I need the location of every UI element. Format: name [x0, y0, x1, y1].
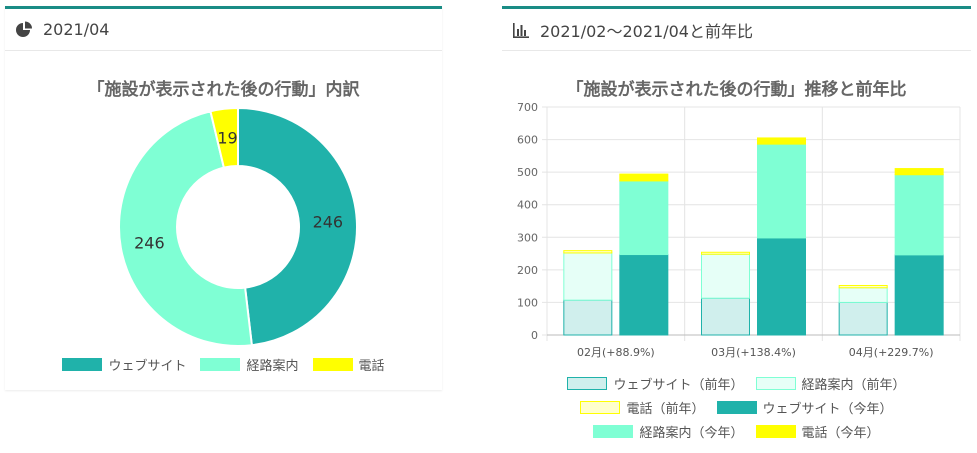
- bar-segment: [894, 254, 944, 336]
- legend-label: 電話（前年）: [626, 401, 705, 417]
- x-tick-label: 03月(+138.4%): [711, 346, 796, 359]
- breakdown-card-header: 2021/04: [5, 9, 442, 51]
- breakdown-card-title: 2021/04: [43, 20, 110, 39]
- bar-segment: [563, 252, 613, 301]
- y-tick-label: 200: [517, 264, 538, 277]
- y-tick-label: 0: [531, 329, 538, 342]
- bar-segment: [701, 297, 750, 336]
- bar-segment: [894, 168, 944, 176]
- legend-swatch: [312, 358, 353, 371]
- legend-row: ウェブサイト（前年） 経路案内（前年）: [502, 371, 971, 395]
- legend-item[interactable]: ウェブサイト（前年）: [567, 374, 744, 393]
- legend-swatch: [580, 400, 621, 414]
- y-tick-label: 400: [517, 199, 538, 212]
- x-tick-label: 04月(+229.7%): [849, 346, 934, 359]
- y-tick-label: 500: [517, 166, 538, 179]
- legend-row: 電話（前年） ウェブサイト（今年）: [502, 395, 971, 419]
- donut-slice-2: [209, 106, 239, 169]
- legend-swatch: [755, 376, 796, 390]
- legend-item[interactable]: ウェブサイト: [62, 355, 186, 374]
- bar-segment: [757, 137, 806, 145]
- bar-segment: [619, 180, 669, 256]
- donut-value-label: 246: [313, 213, 344, 232]
- legend-item[interactable]: 経路案内（今年）: [593, 422, 744, 441]
- donut-value-label: 19: [217, 129, 237, 148]
- legend-label: 経路案内（今年）: [639, 425, 744, 441]
- donut-legend: ウェブサイト 経路案内 電話: [5, 355, 442, 374]
- donut-slice-1: [118, 110, 253, 347]
- bar-legend: ウェブサイト（前年） 経路案内（前年） 電話（前年） ウェブサイト（今年） 経路案内（今…: [502, 371, 971, 443]
- trend-card-header: 2021/02～2021/04と前年比: [502, 9, 971, 51]
- bar-chart-title: 「施設が表示された後の行動」推移と前年比: [566, 80, 907, 100]
- bar-segment: [757, 143, 806, 239]
- legend-label: ウェブサイト（前年）: [613, 377, 744, 393]
- trend-card-title: 2021/02～2021/04と前年比: [540, 21, 753, 41]
- legend-swatch: [593, 424, 634, 438]
- bar-chart-icon: [512, 21, 530, 39]
- legend-label: 経路案内（前年）: [801, 377, 906, 393]
- donut-value-label: 246: [134, 234, 165, 253]
- y-tick-label: 300: [517, 231, 538, 244]
- legend-swatch: [567, 376, 608, 390]
- y-tick-label: 600: [517, 134, 538, 147]
- legend-label: ウェブサイト: [108, 359, 187, 374]
- legend-item[interactable]: 電話（今年）: [755, 422, 880, 441]
- legend-item[interactable]: 電話（前年）: [580, 398, 705, 417]
- pie-chart-icon: [15, 21, 33, 39]
- legend-label: 電話（今年）: [801, 425, 880, 441]
- bar-segment: [838, 284, 888, 289]
- bar-segment: [701, 251, 750, 255]
- legend-swatch: [200, 358, 241, 371]
- breakdown-card: 2021/04 「施設が表示された後の行動」内訳 246 246 19 ウェブサイト…: [5, 6, 442, 390]
- legend-swatch: [716, 400, 757, 414]
- bar-segment: [563, 250, 613, 254]
- donut-chart: 246 246 19: [118, 106, 358, 347]
- y-tick-label: 700: [517, 101, 538, 114]
- bar-segment: [894, 174, 944, 256]
- bar-segment: [838, 287, 888, 303]
- donut-slice-0: [237, 106, 358, 347]
- donut-chart-title: 「施設が表示された後の行動」内訳: [87, 80, 360, 100]
- legend-swatch: [62, 358, 103, 371]
- legend-swatch: [755, 424, 796, 438]
- legend-row: 経路案内（今年） 電話（今年）: [502, 419, 971, 443]
- legend-label: 経路案内: [246, 359, 299, 374]
- y-tick-label: 100: [517, 296, 538, 309]
- trend-card: 2021/02～2021/04と前年比 「施設が表示された後の行動」推移と前年比…: [502, 6, 971, 453]
- legend-item[interactable]: 経路案内: [200, 355, 299, 374]
- legend-item[interactable]: 経路案内（前年）: [755, 374, 906, 393]
- bar-segment: [838, 301, 888, 336]
- bar-segment: [757, 237, 806, 336]
- legend-label: 電話: [358, 359, 385, 374]
- stacked-bar-chart: 0 100 200 300 400 500 600 700 02月(+88.9%) 03月(+13…: [517, 101, 961, 359]
- legend-label: ウェブサイト（今年）: [762, 401, 893, 417]
- bar-segment: [701, 253, 750, 299]
- x-tick-label: 02月(+88.9%): [577, 346, 655, 359]
- bar-segment: [619, 173, 669, 182]
- bar-segment: [563, 299, 613, 336]
- legend-item[interactable]: 電話: [312, 355, 385, 374]
- bar-segment: [619, 254, 669, 336]
- legend-item[interactable]: ウェブサイト（今年）: [716, 398, 893, 417]
